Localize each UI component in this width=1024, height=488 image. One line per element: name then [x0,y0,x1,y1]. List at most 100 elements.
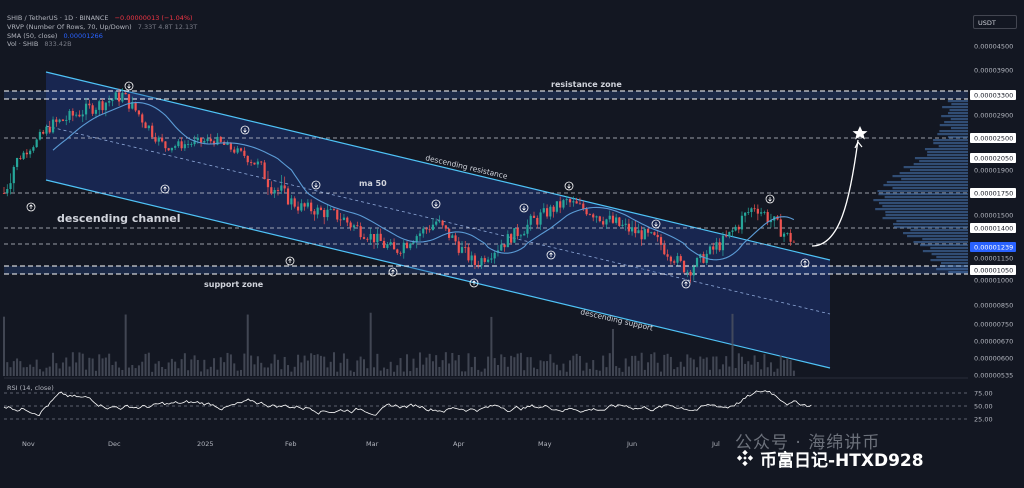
volume-bar [779,355,782,376]
candle-body [692,266,695,276]
price-axis-label: 0.00000750 [974,321,1013,329]
volume-bar [562,363,565,376]
volume-bar [605,367,608,376]
candle-body [669,256,672,262]
candle-body [48,126,51,133]
candle-body [32,147,35,151]
vrvp-label[interactable]: VRVP (Number Of Rows, 70, Up/Down) [7,22,132,31]
price-tag-bg [970,153,1016,163]
volume-bar [643,369,646,376]
volume-profile-bar [877,190,968,193]
volume-bar [151,371,154,376]
volume-bar [359,356,362,376]
candle-body [352,225,356,228]
time-axis-label: May [538,440,552,448]
candle-body [592,214,595,218]
candle-body [532,215,536,218]
price-axis-label: 0.00001500 [974,212,1013,220]
candle-body [55,119,58,122]
candle-body [392,242,396,250]
volume-bar [101,358,104,376]
price-axis-label: 0.00001050 [974,267,1013,275]
volume-bar [627,366,630,376]
candle-body [196,137,199,141]
volume-bar [167,362,170,376]
candle-body [147,125,150,129]
candle-body [98,101,101,110]
volume-profile-bar [892,187,968,190]
candle-body [283,185,286,189]
volume-bar [477,369,480,376]
candle-body [595,216,598,218]
volume-bar [731,313,734,376]
symbol-label[interactable]: SHIB / TetherUS · 1D · BINANCE [7,14,109,22]
candle-body [728,231,731,237]
candle-body [336,209,339,220]
volume-profile-bar [893,226,968,229]
sma-label[interactable]: SMA (50, close) [7,31,58,40]
volume-bar [376,353,379,376]
volume-bar [412,358,415,376]
volume-bar [339,362,342,376]
projection-arrowhead [854,141,863,149]
candle-body [29,150,32,155]
candle-body [91,105,94,114]
candle-body [503,244,506,248]
candle-body [25,152,28,155]
volume-bar [190,359,193,376]
annotation-support-zone: support zone [204,280,264,289]
vol-label[interactable]: Vol · SHIB [7,40,39,49]
candle-body [510,234,513,243]
candle-body [718,242,721,251]
candle-body [157,137,160,142]
candle-body [412,241,415,244]
volume-bar [393,371,396,376]
candle-body [615,217,618,223]
candle-body [296,206,300,211]
up-arrow-icon [288,258,292,263]
candle-body [243,150,246,156]
volume-bar [618,367,621,376]
volume-bar [422,364,425,376]
volume-bar [240,369,242,376]
volume-profile-bar [885,214,968,217]
price-tag-bg [970,90,1016,100]
candle-body [513,228,516,243]
down-arrow-marker [519,203,529,213]
price-axis-label: 0.00003300 [974,92,1013,100]
price-tag-bg [970,188,1016,198]
candle-body [114,92,117,100]
price-axis-label: 0.00001750 [974,190,1013,198]
volume-profile-bar [927,154,968,157]
down-arrow-icon [567,184,571,189]
volume-profile-bar [919,160,968,163]
volume-bar [611,328,614,376]
candle-body [582,203,585,209]
volume-bar [108,353,111,376]
candle-body [627,223,631,232]
volume-bar [435,355,438,376]
volume-bar [75,362,78,376]
currency-selector[interactable]: USDT [973,15,1017,29]
volume-profile-bar [883,184,968,187]
rsi-label[interactable]: RSI (14, close) [7,384,54,392]
volume-bar [229,354,232,376]
up-arrow-marker [546,250,556,260]
vol-value: 833.42B [44,40,72,49]
volume-profile-bar [882,205,968,208]
volume-bar [464,371,467,376]
volume-bar [3,316,5,376]
volume-bar [461,371,464,376]
volume-bar [585,362,588,376]
candle-body [161,137,164,142]
volume-bar [349,370,352,376]
candle-body [721,235,725,251]
candle-body [444,225,447,229]
volume-bar [306,360,309,376]
volume-bar [266,367,269,376]
price-axis-label: 0.00000670 [974,338,1013,346]
volume-bar [467,353,470,376]
volume-bar [572,355,575,376]
